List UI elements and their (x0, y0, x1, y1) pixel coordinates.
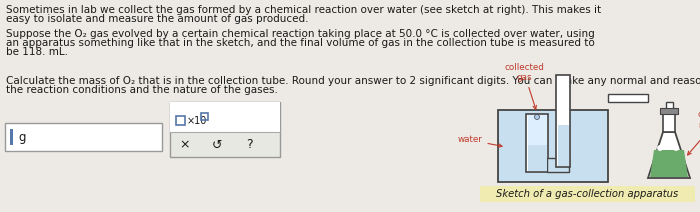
Text: g: g (18, 131, 25, 144)
Circle shape (666, 143, 670, 147)
FancyBboxPatch shape (526, 114, 548, 172)
Circle shape (658, 146, 662, 150)
Text: water: water (458, 135, 502, 147)
FancyBboxPatch shape (666, 102, 673, 109)
Circle shape (535, 114, 540, 120)
FancyBboxPatch shape (480, 82, 695, 202)
FancyBboxPatch shape (170, 102, 280, 132)
Text: the reaction conditions and the nature of the gases.: the reaction conditions and the nature o… (6, 85, 278, 95)
FancyBboxPatch shape (528, 115, 547, 145)
Text: easy to isolate and measure the amount of gas produced.: easy to isolate and measure the amount o… (6, 14, 309, 24)
FancyBboxPatch shape (663, 110, 675, 132)
Text: ×10: ×10 (187, 116, 207, 126)
FancyBboxPatch shape (528, 145, 547, 171)
Text: ×: × (180, 138, 190, 152)
FancyBboxPatch shape (557, 125, 568, 166)
Polygon shape (648, 132, 690, 178)
Text: ↺: ↺ (211, 138, 223, 152)
Text: collected
gas: collected gas (504, 63, 544, 109)
FancyBboxPatch shape (556, 75, 570, 167)
FancyBboxPatch shape (5, 123, 162, 151)
FancyBboxPatch shape (480, 186, 695, 202)
FancyBboxPatch shape (608, 94, 648, 102)
Text: Suppose the O₂ gas evolved by a certain chemical reaction taking place at 50.0 °: Suppose the O₂ gas evolved by a certain … (6, 29, 595, 39)
Text: an apparatus something like that in the sketch, and the final volume of gas in t: an apparatus something like that in the … (6, 38, 595, 48)
Text: Sometimes in lab we collect the gas formed by a chemical reaction over water (se: Sometimes in lab we collect the gas form… (6, 5, 601, 15)
FancyBboxPatch shape (498, 110, 608, 182)
FancyBboxPatch shape (10, 129, 13, 145)
Polygon shape (650, 150, 688, 177)
Text: ?: ? (246, 138, 252, 152)
FancyBboxPatch shape (660, 108, 678, 114)
FancyBboxPatch shape (547, 158, 569, 172)
Text: Sketch of a gas-collection apparatus: Sketch of a gas-collection apparatus (496, 189, 678, 199)
Text: Calculate the mass of O₂ that is in the collection tube. Round your answer to 2 : Calculate the mass of O₂ that is in the … (6, 76, 700, 86)
Text: be 118. mL.: be 118. mL. (6, 47, 68, 57)
Text: chemical
reaction: chemical reaction (687, 110, 700, 155)
Circle shape (674, 146, 678, 150)
FancyBboxPatch shape (170, 102, 280, 157)
